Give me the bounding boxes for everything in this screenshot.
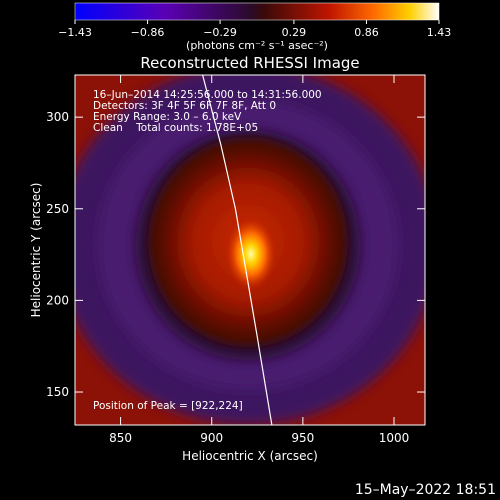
- annotation-clean: Clean Total counts: 1.78E+05: [93, 122, 258, 134]
- y-tick-label-2: 250: [46, 202, 69, 216]
- colorbar: −1.43 −0.86 −0.29 0.29 0.86 1.43 (photons cm⁻…: [58, 2, 451, 52]
- colorbar-tick-label-5: 1.43: [427, 26, 452, 39]
- x-axis-ticks: 850 900 950 1000: [109, 75, 409, 445]
- colorbar-units-label: (photons cm⁻² s⁻¹ asec⁻²): [186, 39, 328, 52]
- colorbar-tick-label-0: −1.43: [58, 26, 92, 39]
- heatmap-image: [75, 75, 425, 425]
- x-axis-label: Heliocentric X (arcsec): [182, 449, 318, 463]
- colorbar-ticks: −1.43 −0.86 −0.29 0.29 0.86 1.43: [58, 20, 451, 39]
- y-tick-label-1: 200: [46, 293, 69, 307]
- chart-title: Reconstructed RHESSI Image: [140, 54, 359, 72]
- colorbar-tick-label-1: −0.86: [131, 26, 165, 39]
- colorbar-tick-label-3: 0.29: [282, 26, 307, 39]
- colorbar-tick-label-4: 0.86: [354, 26, 379, 39]
- x-tick-label-0: 850: [109, 431, 132, 445]
- x-tick-label-3: 1000: [379, 431, 410, 445]
- annotation-energy: Energy Range: 3.0 – 6.0 keV: [93, 111, 242, 123]
- timestamp: 15–May–2022 18:51: [355, 482, 496, 498]
- solar-limb-curve: [202, 75, 273, 425]
- colorbar-gradient: [74, 2, 440, 21]
- peak-position-label: Position of Peak = [922,224]: [93, 400, 243, 412]
- annotation-block: 16–Jun–2014 14:25:56.000 to 14:31:56.000…: [93, 89, 322, 134]
- x-tick-label-2: 950: [291, 431, 314, 445]
- plot-frame: [74, 74, 426, 426]
- y-tick-label-3: 300: [46, 110, 69, 124]
- y-axis-ticks: 150 200 250 300: [46, 110, 425, 399]
- annotation-time: 16–Jun–2014 14:25:56.000 to 14:31:56.000: [93, 89, 322, 101]
- annotation-detectors: Detectors: 3F 4F 5F 6F 7F 8F, Att 0: [93, 100, 276, 112]
- colorbar-tick-label-2: −0.29: [203, 26, 237, 39]
- peak-core: [225, 216, 277, 292]
- y-axis-label: Heliocentric Y (arcsec): [29, 183, 43, 318]
- y-tick-label-0: 150: [46, 385, 69, 399]
- x-tick-label-1: 900: [200, 431, 223, 445]
